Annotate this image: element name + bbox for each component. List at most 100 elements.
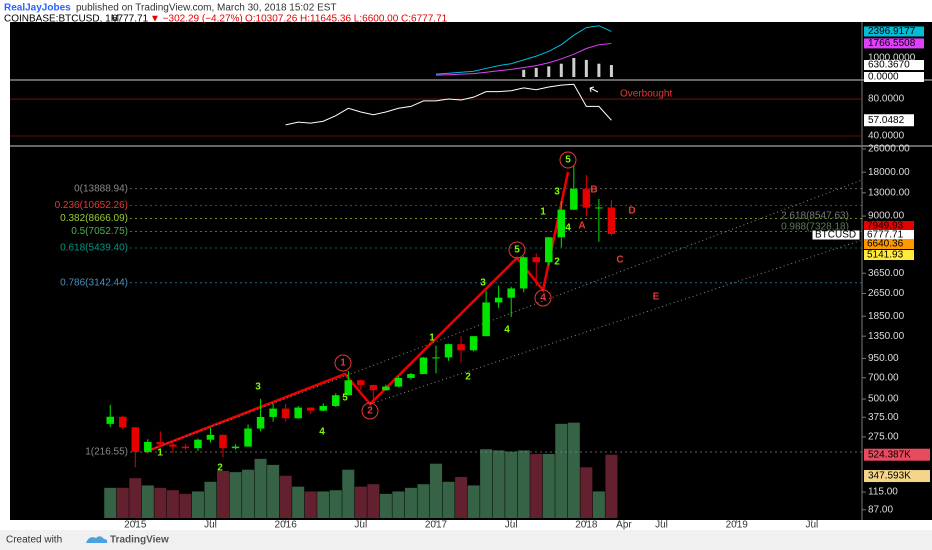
wave-circle [334,354,352,372]
volume-bar [242,469,255,518]
annotation: 4 [540,293,546,304]
candle-body [131,427,140,452]
ind-bar [522,69,526,77]
ind-bar [609,65,613,77]
published: published on TradingView.com, March 30, … [76,3,337,14]
ind-line [435,42,612,76]
price-label: 5141.93 [867,250,904,261]
axis-bg [862,22,932,520]
annotation: A [578,221,585,232]
volume-bar [116,487,129,518]
y-tick-label: 2650.00 [868,288,905,299]
y-tick-label: 1850.00 [868,311,905,322]
annotation: 4 [319,427,325,438]
ind-tick-label: 0.0000 [868,72,899,83]
annotation: 1 [340,358,346,369]
ind-tick-label: 630.3670 [868,60,910,71]
volume-bar [480,449,493,518]
candle-body [344,380,353,396]
volume-bar [417,484,430,518]
volume-bar [254,458,267,518]
price-label-bg [811,229,861,241]
candle-body [219,434,227,449]
candle-body [519,257,528,289]
rsi-tick-label: 57.0482 [868,115,905,126]
annotation: 5 [342,393,348,404]
annotation: 3 [255,382,261,393]
volume-bar [154,487,167,518]
wave-circle [508,241,526,259]
volume-label-bg [864,448,930,461]
y-tick-label: 115.00 [868,487,898,498]
symbol: COINBASE:BTCUSD, 1M [4,14,119,25]
candle-body [482,302,490,337]
y-tick-label: 700.00 [868,372,899,383]
fib-label: 0.5(7052.75) [71,226,128,237]
x-tick-label: 2015 [124,520,147,531]
ind-bar [572,58,576,77]
candle-body [532,257,540,263]
volume-bar [392,491,405,518]
candle-body [294,407,302,419]
volume-bar [342,469,355,518]
volume-label: 524.387K [868,449,911,460]
annotation: B [590,185,597,196]
fib-label: 1(216.55) [85,447,128,458]
candle-body [357,380,365,386]
volume-bar [292,486,305,518]
volume-bar [555,423,568,518]
candle-body [595,207,603,209]
ind-label-bg [864,26,924,37]
annotation: C [616,255,623,266]
x-tick-label: Jul [505,520,518,531]
arrow [589,86,599,93]
rsi-label-bg [864,114,914,127]
annotation: 0.988(7328.18) [781,222,849,233]
ind-bar [547,66,551,77]
ind-bar [534,67,538,77]
volume-bar [166,490,179,518]
wave-circle [559,151,577,169]
y-tick-label: 275.00 [868,432,899,443]
y-tick-label: 1350.00 [868,331,905,342]
trend-line [369,239,863,405]
volume-bar [104,487,117,518]
ind-label-bg [864,71,924,82]
annotation: 4 [565,223,571,234]
volume-bar [592,491,605,518]
candle-body [582,188,591,208]
x-tick-label: 2016 [275,520,298,531]
volume-bar [354,486,367,518]
annotation: 2.618(8547.63) [781,211,849,222]
candle-body [407,374,415,378]
y-tick-label: 87.00 [868,504,893,515]
volume-bar [279,475,292,518]
price-label: 6777.71 [867,230,904,241]
footer-brand: TradingView [110,535,169,546]
annotation: 5 [514,245,520,256]
candle-body [332,395,340,407]
candle-body [244,428,252,447]
y-tick-label: 950.00 [868,353,899,364]
rsi-annotation: Overbought [620,89,672,100]
volume-bar [179,493,192,518]
candle-body [319,406,327,411]
volume-bar [530,454,543,518]
volume-bar [204,481,217,518]
y-tick-label: 18000.00 [868,167,910,178]
x-tick-label: 2017 [425,520,448,531]
rsi-line [285,83,612,126]
candle-body [419,357,428,375]
candle-body [306,407,315,411]
annotation: D [628,206,635,217]
volume-bar [455,476,468,518]
volume-bar [429,463,443,518]
candle-body [607,207,616,235]
wave-circle [361,402,379,420]
candle-body [106,416,114,424]
annotation: E [653,292,660,303]
fib-label: 0.786(3142.44) [60,277,128,288]
volume-bar [317,491,330,518]
volume-bar [505,451,518,518]
annotation: 2 [465,372,471,383]
